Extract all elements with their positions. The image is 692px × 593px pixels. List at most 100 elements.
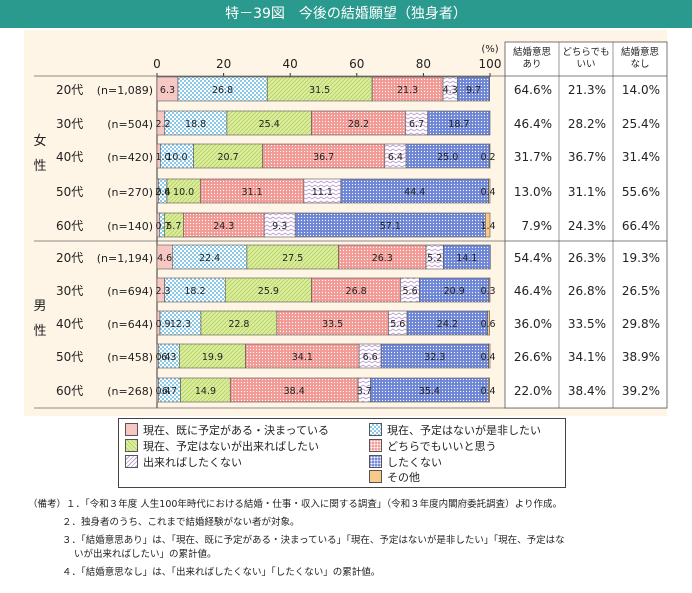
legend-item-definitely-want: 現在、予定はないが是非したい [369, 423, 541, 438]
legend-swatch [369, 423, 382, 436]
chart-legend: 現在、既に予定がある・決まっている 現在、予定はないが是非したい 現在、予定はな… [118, 418, 566, 488]
table-cell: 38.9% [622, 350, 660, 364]
data-label: 19.9 [202, 352, 223, 363]
bar-segment [245, 343, 360, 369]
group-label: 性 [33, 324, 46, 339]
age-label: 40代 [56, 150, 83, 164]
legend-item-other: その他 [369, 470, 420, 485]
data-label: 5.2 [427, 253, 442, 264]
table-cell: 13.0% [514, 185, 552, 199]
legend-label: 現在、予定はないが出来ればしたい [143, 440, 319, 453]
data-label: 6.4 [388, 152, 403, 163]
data-label: 6.3 [161, 352, 176, 363]
bar-segment [380, 343, 489, 369]
age-label: 60代 [56, 384, 83, 398]
data-label: 0.3 [480, 286, 495, 297]
table-cell: 64.6% [514, 83, 552, 97]
data-label: 32.3 [424, 352, 445, 363]
table-cell: 22.0% [514, 384, 552, 398]
bar-segment [224, 277, 312, 303]
age-label: 40代 [56, 317, 83, 331]
table-cell: 24.3% [568, 219, 606, 233]
legend-swatch [369, 470, 382, 483]
n-label: (n=270) [107, 186, 153, 199]
data-label: 20.7 [218, 152, 239, 163]
bar-segment [303, 178, 342, 204]
bar-segment [338, 244, 427, 270]
bar-segment [488, 277, 491, 303]
summary-table [504, 41, 668, 409]
data-label: 9.7 [466, 85, 481, 96]
table-cell: 26.8% [568, 284, 606, 298]
data-label: 2.2 [155, 119, 170, 130]
data-label: 25.4 [259, 119, 280, 130]
legend-item-either: どちらでもいいと思う [369, 439, 496, 454]
table-cell: 33.5% [568, 317, 606, 331]
bar-segment [180, 377, 231, 403]
data-label: 0.2 [480, 152, 495, 163]
x-tick-label: 0 [153, 57, 161, 71]
n-label: (n=420) [107, 151, 153, 164]
data-label: 10.0 [173, 187, 194, 198]
legend-label: 現在、予定はないが是非したい [387, 424, 541, 437]
table-cell: 54.4% [514, 251, 552, 265]
data-label: 0.9 [155, 319, 170, 330]
x-tick-label: 60 [349, 57, 364, 71]
bar-segment [177, 76, 268, 102]
table-cell: 7.9% [522, 219, 553, 233]
legend-item-do-not-want: したくない [369, 455, 442, 470]
x-tick-label: 20 [216, 57, 231, 71]
note-2: ２．独身者のうち、これまで結婚経験がない者が対象。 [62, 517, 300, 528]
data-label: 26.8 [346, 286, 367, 297]
bar-segment [488, 178, 491, 204]
data-label: 4.6 [157, 253, 172, 264]
table-cell: 31.1% [568, 185, 606, 199]
data-label: 0.4 [480, 386, 495, 397]
unit-label: (%) [481, 44, 498, 55]
table-cell: 26.5% [622, 284, 660, 298]
n-label: (n=504) [107, 118, 153, 131]
stacked-bar-chart: 0 20 40 60 80 100 (%) 6.3 26.8 31.5 21.3 4.3 9.7 2.2… [33, 41, 668, 409]
data-label: 10.0 [166, 152, 187, 163]
age-label: 50代 [56, 350, 83, 364]
bar-segment [405, 143, 490, 169]
data-label: 38.4 [284, 386, 305, 397]
legend-label: 現在、既に予定がある・決まっている [143, 424, 330, 437]
bar-segment [172, 244, 248, 270]
table-cell: 66.4% [622, 219, 660, 233]
n-label: (n=1,194) [97, 252, 153, 265]
x-tick-label: 100 [479, 57, 502, 71]
n-label: (n=694) [107, 285, 153, 298]
bar-segment [164, 110, 228, 136]
age-label: 50代 [56, 185, 83, 199]
bar-segment [160, 143, 194, 169]
bar-segment [294, 212, 486, 238]
data-label: 1.0 [155, 152, 170, 163]
data-label: 5.6 [390, 319, 405, 330]
bar-segment [419, 277, 490, 303]
data-label: 14.9 [195, 386, 216, 397]
table-cell: 46.4% [514, 284, 552, 298]
bar-segment [427, 110, 491, 136]
x-tick-label: 40 [283, 57, 298, 71]
table-cell: 36.7% [568, 150, 606, 164]
legend-swatch [369, 455, 382, 468]
data-label: 36.7 [313, 152, 334, 163]
table-cell: 21.3% [568, 83, 606, 97]
data-label: 27.5 [282, 253, 303, 264]
legend-label: その他 [387, 471, 420, 484]
data-label: 6.6 [363, 352, 378, 363]
data-label: 26.8 [212, 85, 233, 96]
legend-item-planned: 現在、既に予定がある・決まっている [125, 423, 329, 438]
group-label: 性 [33, 159, 46, 174]
data-label: 9.3 [272, 221, 287, 232]
data-label: 0.4 [155, 386, 170, 397]
bar-segment [276, 310, 389, 336]
age-label: 20代 [56, 83, 83, 97]
data-label: 31.5 [309, 85, 330, 96]
legend-label: 出来ればしたくない [143, 456, 242, 469]
legend-swatch [125, 439, 138, 452]
bar-segment [179, 343, 246, 369]
bar-segment [199, 178, 305, 204]
data-label: 2.6 [155, 187, 170, 198]
